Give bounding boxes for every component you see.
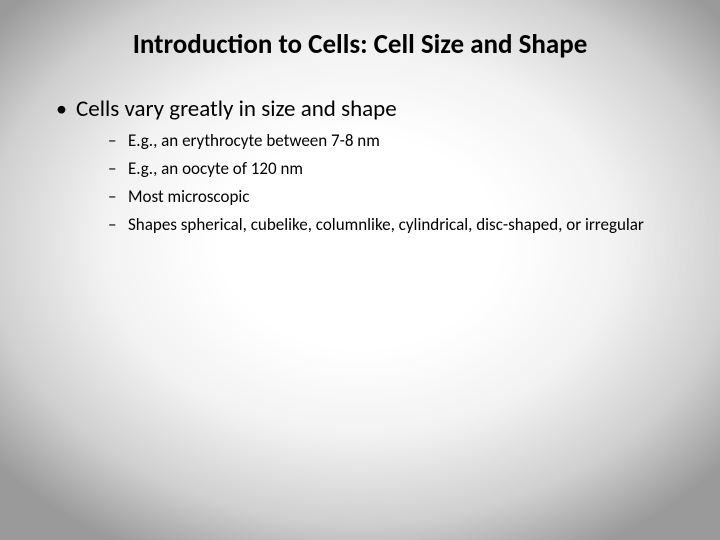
list-item-text: Cells vary greatly in size and shape	[76, 95, 397, 123]
list-item: Shapes spherical, cubelike, columnlike, …	[76, 214, 670, 237]
bullet-list-level2: E.g., an erythrocyte between 7-8 nm E.g.…	[76, 130, 670, 237]
list-item-text: E.g., an erythrocyte between 7-8 nm	[128, 130, 380, 151]
slide-title: Introduction to Cells: Cell Size and Sha…	[50, 28, 670, 61]
slide: Introduction to Cells: Cell Size and Sha…	[0, 0, 720, 540]
list-item: Cells vary greatly in size and shape E.g…	[50, 95, 670, 237]
list-item: E.g., an oocyte of 120 nm	[76, 158, 670, 181]
list-item: E.g., an erythrocyte between 7-8 nm	[76, 130, 670, 153]
list-item-text: E.g., an oocyte of 120 nm	[128, 158, 303, 179]
bullet-list-level1: Cells vary greatly in size and shape E.g…	[50, 95, 670, 237]
list-item-text: Shapes spherical, cubelike, columnlike, …	[128, 214, 644, 235]
list-item: Most microscopic	[76, 186, 670, 209]
list-item-text: Most microscopic	[128, 186, 249, 207]
